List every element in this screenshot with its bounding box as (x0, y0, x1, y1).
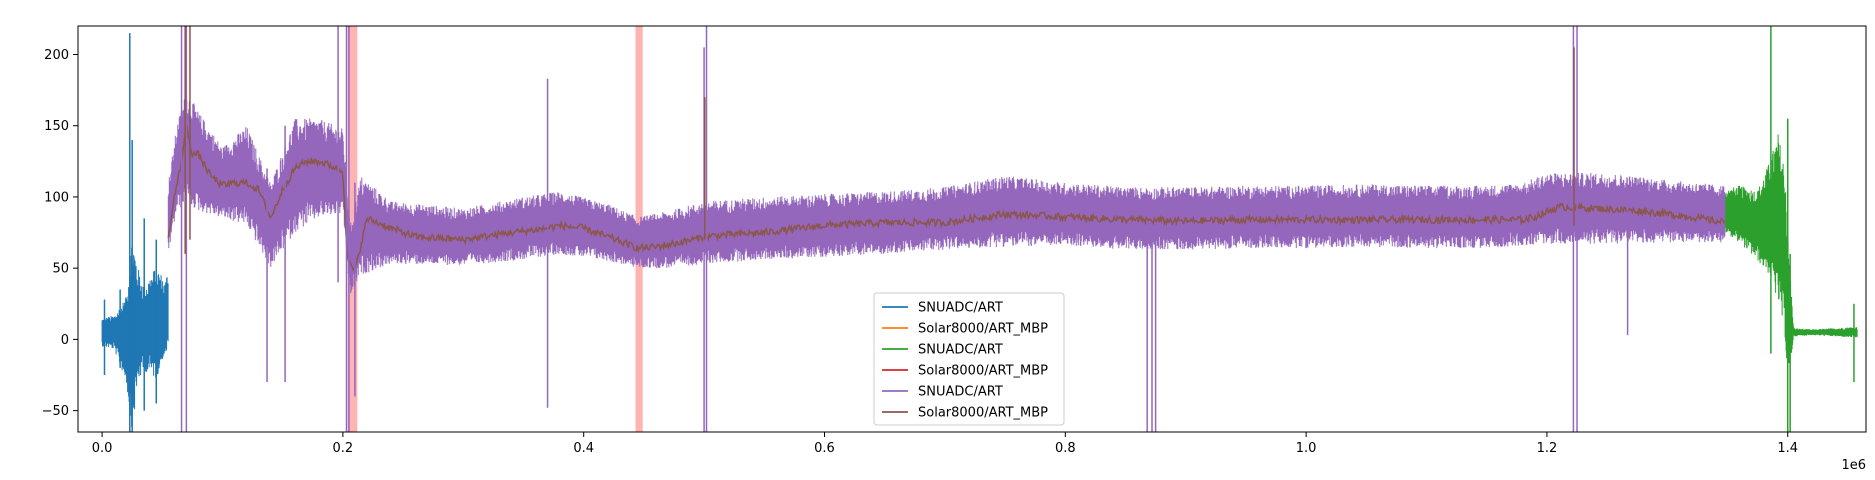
x-axis-offset-label: 1e6 (1841, 458, 1866, 473)
y-tick-label: 200 (44, 48, 69, 63)
x-tick-label: 0.4 (573, 441, 594, 456)
legend-label: Solar8000/ART_MBP (918, 322, 1048, 337)
y-tick-label: 50 (52, 262, 69, 277)
legend-label: Solar8000/ART_MBP (918, 406, 1048, 421)
x-axis: 0.0 0.2 0.4 0.6 0.8 1.0 1.2 1.4 (92, 432, 1798, 456)
x-tick-label: 0.8 (1055, 441, 1076, 456)
y-tick-label: 0 (61, 333, 69, 348)
legend-label: SNUADC/ART (918, 385, 1003, 400)
x-tick-label: 0.2 (333, 441, 354, 456)
y-axis: −50 0 50 100 150 200 (42, 48, 78, 419)
legend-label: SNUADC/ART (918, 343, 1003, 358)
series-6-line (167, 123, 1726, 272)
series-3-trace (1724, 134, 1858, 380)
legend: SNUADC/ART Solar8000/ART_MBP SNUADC/ART Sol… (873, 292, 1065, 426)
legend-label: Solar8000/ART_MBP (918, 364, 1048, 379)
y-tick-label: 150 (44, 119, 69, 134)
x-tick-label: 1.2 (1537, 441, 1558, 456)
legend-label: SNUADC/ART (918, 301, 1003, 316)
series-1-trace (101, 247, 169, 427)
series-5-trace (167, 99, 1726, 294)
x-tick-label: 0.6 (814, 441, 835, 456)
x-tick-label: 0.0 (92, 441, 113, 456)
legend-box (873, 292, 1065, 426)
y-tick-label: −50 (42, 404, 69, 419)
data-layer (101, 26, 1858, 432)
x-tick-label: 1.0 (1296, 441, 1317, 456)
y-tick-label: 100 (44, 190, 69, 205)
x-tick-label: 1.4 (1777, 441, 1798, 456)
plot-area-frame (77, 25, 1867, 433)
